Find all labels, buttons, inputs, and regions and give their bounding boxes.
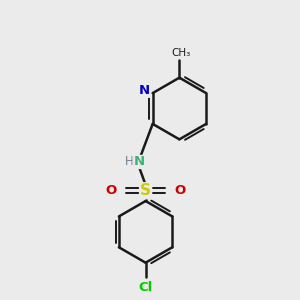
Text: CH₃: CH₃ (171, 48, 190, 58)
Text: H: H (124, 155, 133, 168)
Text: N: N (139, 84, 150, 97)
Text: S: S (140, 183, 151, 198)
Text: O: O (106, 184, 117, 197)
Text: Cl: Cl (139, 281, 153, 294)
Text: N: N (133, 155, 144, 169)
Text: O: O (174, 184, 185, 197)
